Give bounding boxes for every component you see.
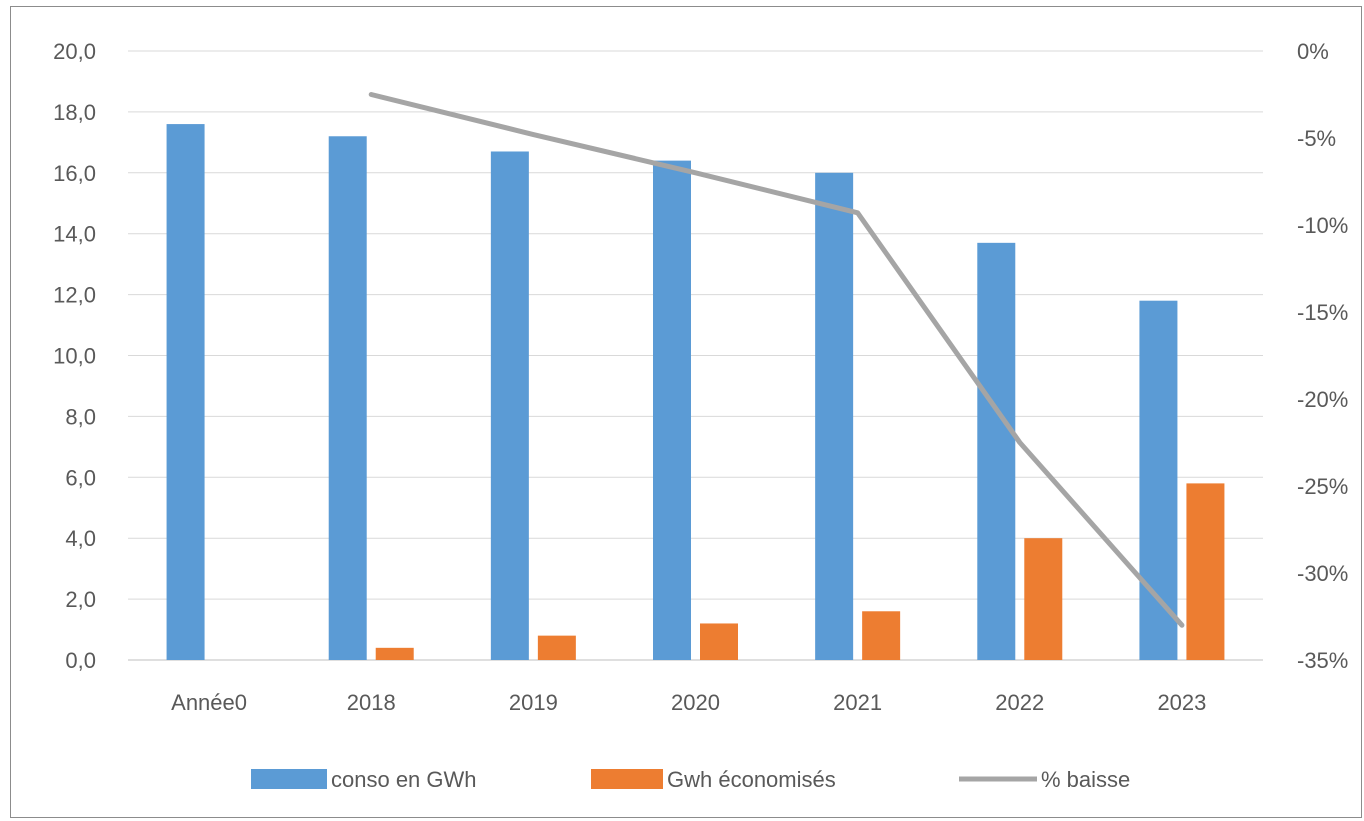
y-right-tick-label: -10% [1297, 213, 1348, 238]
bar-economises [1186, 483, 1225, 660]
y-right-tick-label: -25% [1297, 474, 1348, 499]
bar-conso [815, 172, 854, 661]
y-left-tick-label: 14,0 [53, 222, 96, 247]
y-left-tick-label: 2,0 [65, 587, 96, 612]
y-left-tick-label: 4,0 [65, 526, 96, 551]
y-right-tick-label: -20% [1297, 387, 1348, 412]
y-left-tick-label: 18,0 [53, 100, 96, 125]
legend-item-baisse: % baisse [959, 767, 1130, 792]
x-tick-label: 2023 [1157, 690, 1206, 715]
bar-conso [166, 124, 205, 660]
bar-economises [537, 635, 576, 660]
legend-label: % baisse [1041, 767, 1130, 792]
y-left-tick-label: 12,0 [53, 283, 96, 308]
y-right-tick-label: -35% [1297, 648, 1348, 673]
legend: conso en GWh Gwh économisés % baisse [251, 767, 1130, 792]
y-left-tick-label: 6,0 [65, 465, 96, 490]
y-right-tick-label: -5% [1297, 126, 1336, 151]
combo-chart: 0,02,04,06,08,010,012,014,016,018,020,0 … [53, 39, 1348, 792]
x-axis: Année0 2018 2019 2020 2021 2022 2023 [171, 690, 1206, 715]
chart-frame: 0,0 2,0 4,0 6,0 8,0 10,0 12,0 14,0 16,0 18,0 20,0 … [10, 6, 1362, 818]
y-axis-left: 0,0 2,0 4,0 6,0 8,0 10,0 12,0 14,0 16,0 18,0 20,0 [53, 39, 96, 673]
legend-swatch [251, 769, 327, 789]
x-tick-label: 2019 [509, 690, 558, 715]
gridlines [128, 50, 1263, 661]
bar-economises [375, 647, 414, 660]
y-right-tick-label: -15% [1297, 300, 1348, 325]
legend-label: conso en GWh [331, 767, 477, 792]
bar-economises [1024, 538, 1063, 660]
y-left-tick-label: 8,0 [65, 404, 96, 429]
x-tick-label: 2018 [347, 690, 396, 715]
legend-label: Gwh économisés [667, 767, 836, 792]
y-left-tick-label: 16,0 [53, 161, 96, 186]
bar-conso [328, 136, 367, 660]
legend-item-conso: conso en GWh [251, 767, 477, 792]
y-right-tick-label: -30% [1297, 561, 1348, 586]
bar-conso [1139, 300, 1178, 660]
legend-swatch [591, 769, 663, 789]
y-axis-right: -35% -30% -25% -20% -15% -10% -5% 0% [1297, 39, 1348, 673]
y-left-tick-label: 0,0 [65, 648, 96, 673]
y-right-tick-label: 0% [1297, 39, 1329, 64]
x-tick-label: 2022 [995, 690, 1044, 715]
x-tick-label: 2021 [833, 690, 882, 715]
x-tick-label: 2020 [671, 690, 720, 715]
bar-conso [653, 160, 691, 660]
y-left-tick-label: 20,0 [53, 39, 96, 64]
bar-conso [977, 242, 1016, 660]
bars [166, 124, 1225, 661]
bar-conso [490, 151, 529, 661]
bar-economises [862, 611, 901, 660]
legend-item-economises: Gwh économisés [591, 767, 836, 792]
line-pct-baisse [368, 92, 1185, 628]
y-left-tick-label: 10,0 [53, 344, 96, 369]
bar-economises [700, 623, 738, 660]
percent-line [368, 92, 1185, 628]
x-tick-label: Année0 [171, 690, 247, 715]
